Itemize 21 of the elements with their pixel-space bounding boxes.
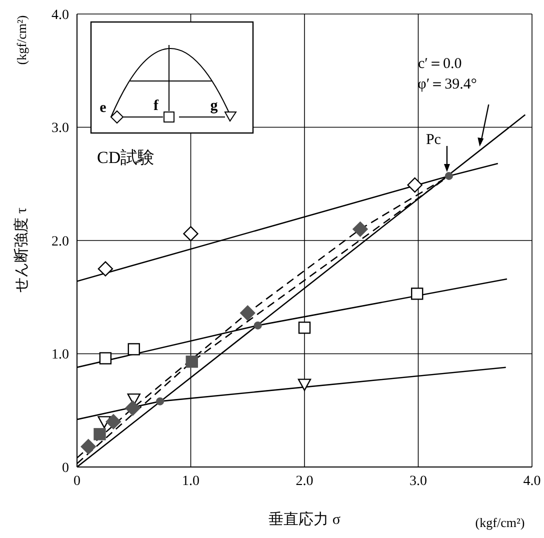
annotation: Pc: [426, 132, 442, 148]
annotation: f: [154, 98, 160, 114]
annotation: g: [210, 98, 218, 114]
y-axis-title: せん断強度 τ: [13, 208, 30, 292]
y-tick-label: 3.0: [52, 121, 69, 136]
x-tick-label: 3.0: [410, 474, 427, 489]
annotation: CD試験: [97, 148, 155, 167]
x-axis-title: 垂直応力 σ: [268, 511, 340, 528]
x-tick-label: 0: [74, 474, 80, 489]
annotation: φ′＝39.4°: [418, 76, 477, 93]
y-tick-label: 1.0: [52, 348, 69, 363]
y-tick-label: 2.0: [52, 234, 69, 250]
text: (kgf/cm²): [475, 515, 525, 530]
y-tick-label: 0: [62, 460, 69, 476]
x-tick-label: 1.0: [182, 474, 200, 489]
text: (kgf/cm²): [14, 15, 29, 65]
y-tick-label: 4.0: [52, 8, 69, 23]
annotation: e: [100, 100, 107, 116]
x-tick-label: 2.0: [296, 474, 314, 489]
annotation: c′＝0.0: [418, 56, 462, 72]
x-tick-label: 4.0: [523, 474, 541, 489]
